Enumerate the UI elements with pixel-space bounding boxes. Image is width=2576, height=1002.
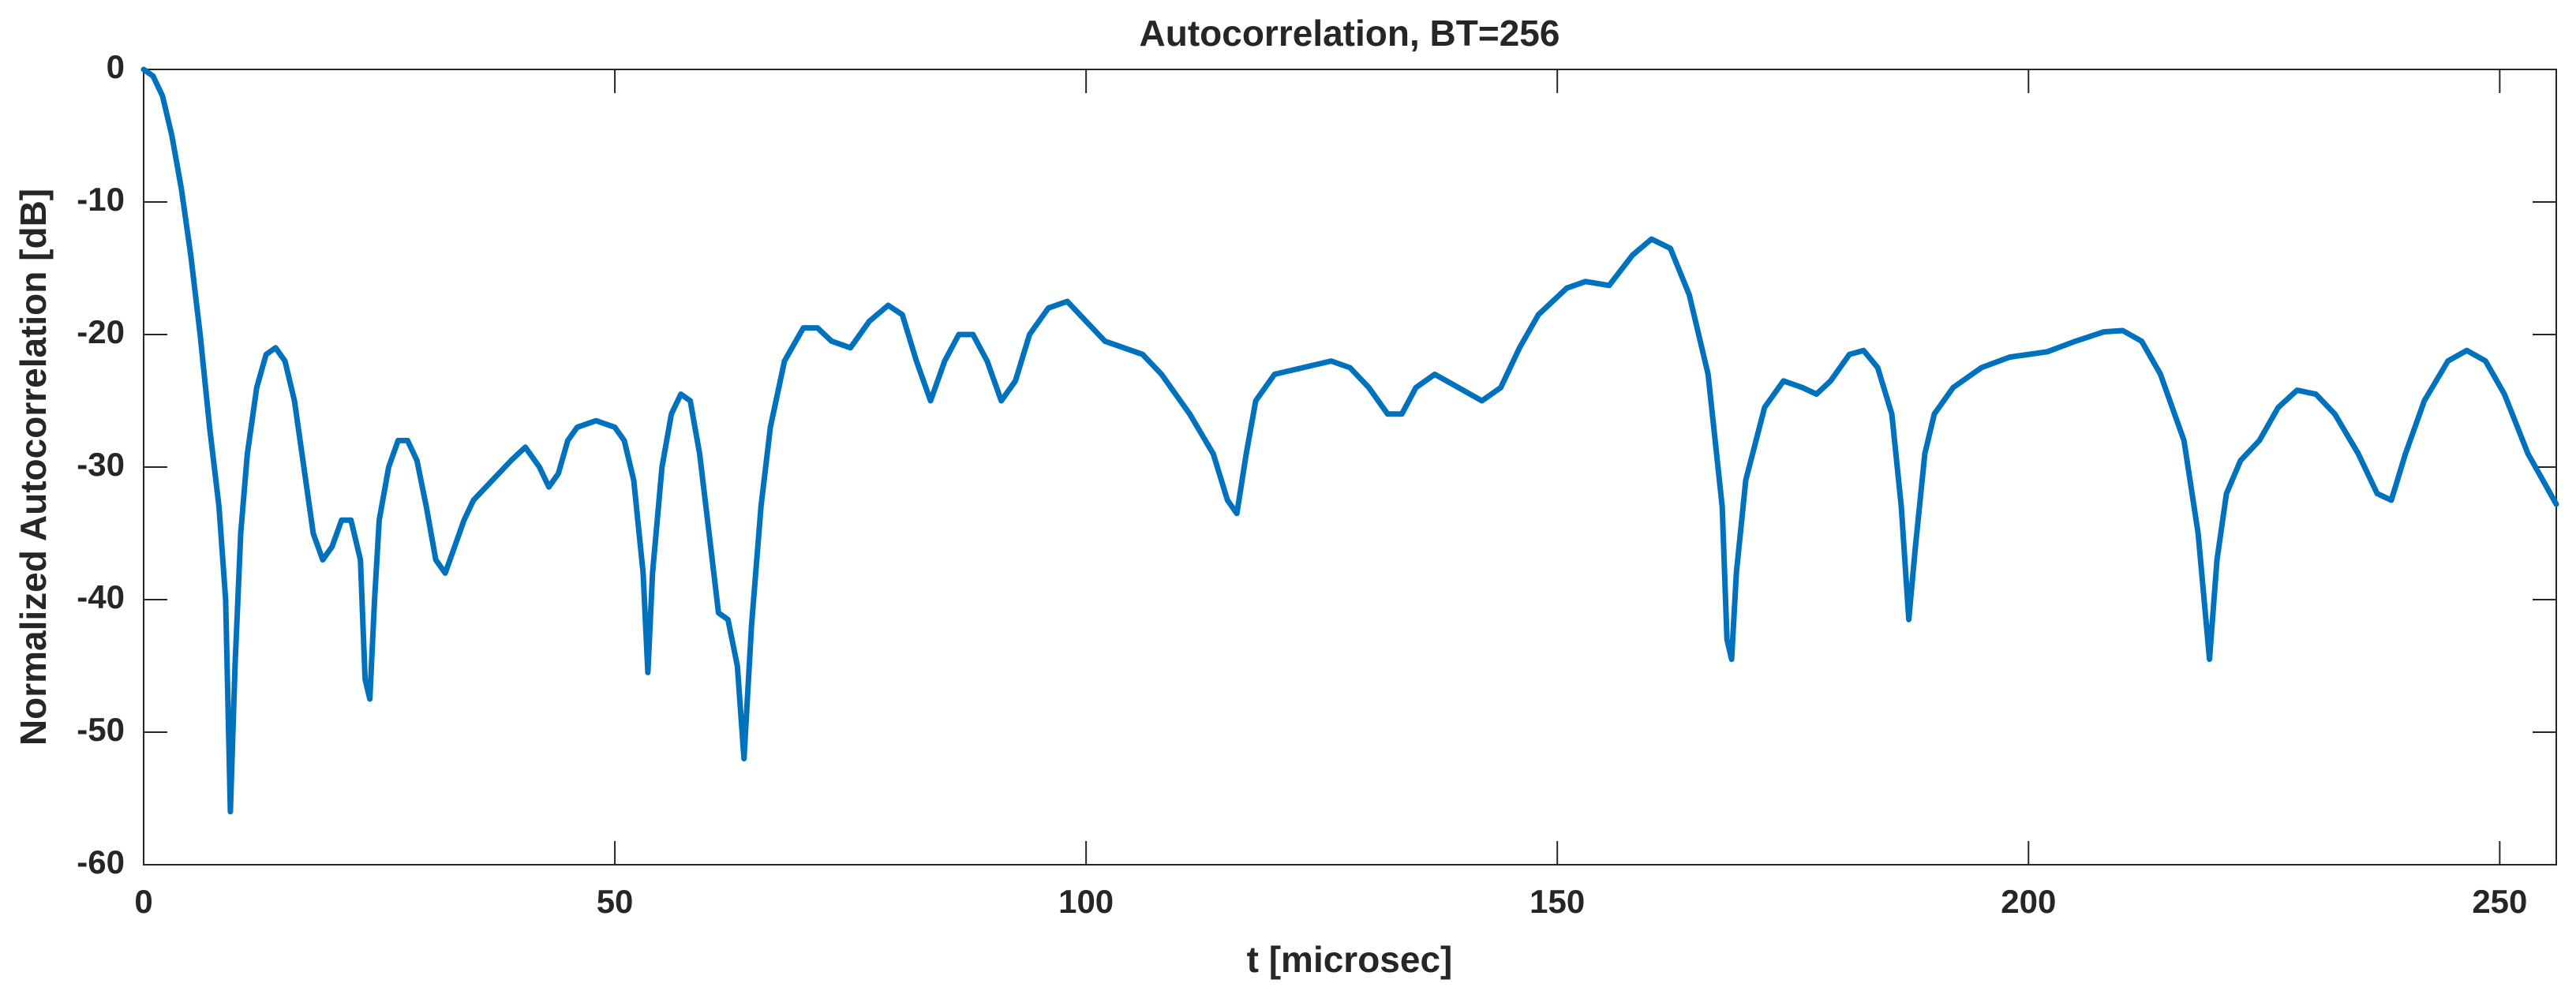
x-tick-label: 50 [597,883,634,920]
x-tick-label: 200 [2001,883,2056,920]
x-tick-label: 150 [1530,883,1585,920]
y-axis-label: Normalized Autocorrelation [dB] [13,189,54,746]
x-tick-label: 100 [1058,883,1114,920]
x-tick-label: 0 [134,883,152,920]
y-tick-label: -50 [77,711,125,748]
plot-area [143,69,2557,866]
x-axis-label: t [microsec] [1247,939,1453,980]
y-tick-label: -20 [77,313,125,350]
x-tick-label: 250 [2472,883,2527,920]
y-tick-label: -40 [77,578,125,615]
data-line [140,66,2559,815]
chart-title: Autocorrelation, BT=256 [1140,13,1560,54]
y-tick-label: -10 [77,181,125,218]
y-tick-label: -30 [77,446,125,483]
y-tick-label: -60 [77,843,125,880]
y-tick-label: 0 [107,48,125,85]
